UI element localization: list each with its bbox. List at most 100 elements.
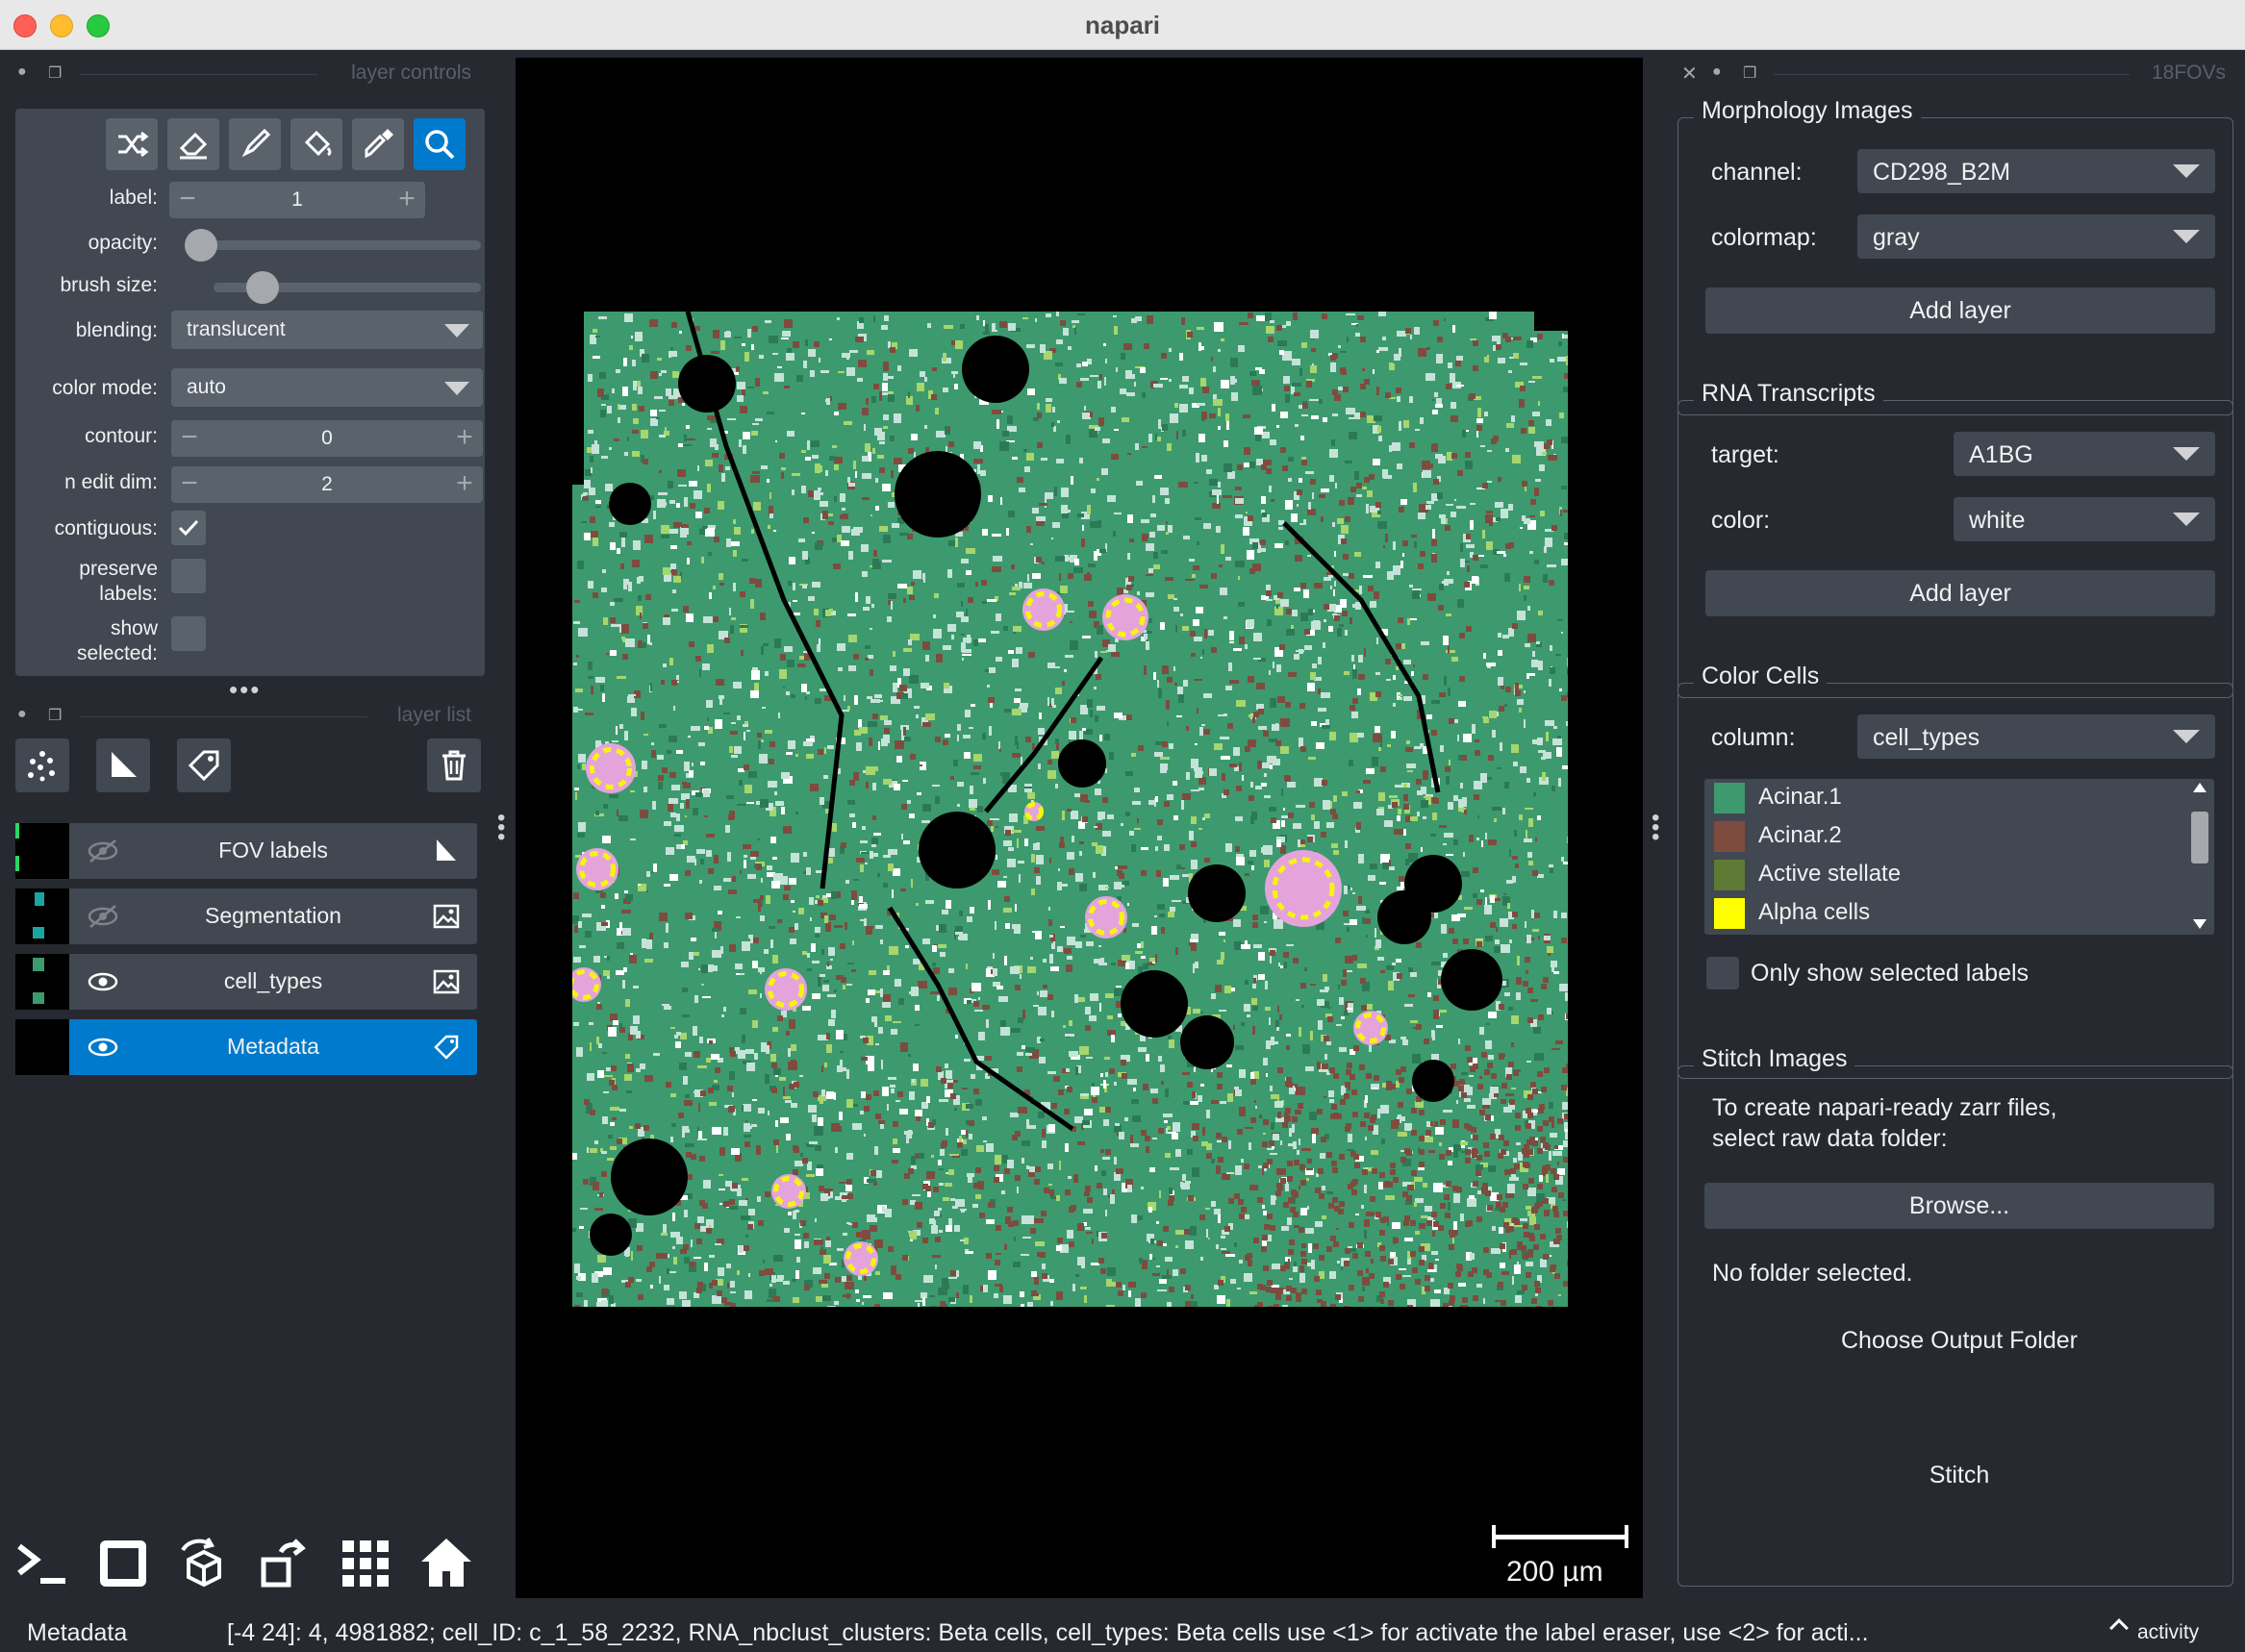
layer-name[interactable]: cell_types (223, 968, 323, 993)
choose-output-folder-button[interactable]: Choose Output Folder (1841, 1327, 2078, 1354)
blending-dropdown[interactable]: translucent (171, 311, 483, 349)
delete-layer-button[interactable] (427, 738, 481, 792)
paintbrush-icon (241, 128, 271, 158)
scrollbar-thumb[interactable] (2191, 812, 2208, 864)
shuffle-colors-button[interactable] (106, 118, 158, 170)
home-icon (421, 1539, 471, 1587)
color-picker-button[interactable] (352, 118, 404, 170)
eye-icon[interactable] (87, 967, 119, 996)
target-dropdown[interactable]: A1BG (1954, 432, 2215, 476)
color-swatch (1714, 821, 1745, 852)
layer-name[interactable]: Segmentation (205, 903, 341, 928)
layer-row-metadata[interactable]: Metadata (15, 1019, 477, 1075)
stitch-images-group: Stitch Images (1677, 1045, 2233, 1587)
stitch-button[interactable]: Stitch (1929, 1462, 1990, 1489)
ndisplay-button[interactable] (94, 1535, 152, 1592)
channel-dropdown[interactable]: CD298_B2M (1857, 149, 2215, 193)
ndisplay-icon (100, 1540, 146, 1587)
undock-icon[interactable]: ❐ (1743, 65, 1757, 82)
contour-label: contour: (85, 425, 158, 447)
eye-icon[interactable] (87, 1033, 119, 1062)
increment-button[interactable]: + (456, 421, 473, 453)
increment-button[interactable]: + (456, 467, 473, 499)
tissue-image[interactable] (572, 312, 1568, 1307)
zoom-window-button[interactable] (87, 14, 110, 38)
scroll-up-icon[interactable] (2193, 783, 2207, 792)
opacity-slider[interactable] (185, 229, 481, 262)
undock-icon[interactable]: ❐ (48, 708, 63, 724)
n-edit-dim-spinbox[interactable]: − 2 + (171, 466, 483, 503)
zoom-button[interactable] (414, 118, 466, 170)
float-icon[interactable]: ● (17, 63, 27, 80)
preserve-labels-checkbox[interactable] (171, 559, 206, 593)
decrement-button[interactable]: − (181, 467, 198, 499)
list-item-label: Acinar.2 (1758, 822, 1842, 848)
contour-spinbox[interactable]: − 0 + (171, 420, 483, 457)
label-value[interactable]: 1 (291, 188, 303, 211)
home-button[interactable] (417, 1535, 475, 1592)
layer-name[interactable]: Metadata (227, 1034, 319, 1059)
magnifier-icon (425, 130, 455, 160)
close-window-button[interactable] (13, 14, 37, 38)
label-spinbox[interactable]: − 1 + (169, 182, 425, 218)
decrement-button[interactable]: − (179, 183, 196, 214)
add-rna-layer-button[interactable]: Add layer (1705, 570, 2215, 616)
grid-view-button[interactable] (337, 1535, 394, 1592)
color-mode-dropdown[interactable]: auto (171, 368, 483, 407)
paintbrush-button[interactable] (229, 118, 281, 170)
fill-bucket-button[interactable] (290, 118, 342, 170)
layer-row-segmentation[interactable]: Segmentation (15, 889, 477, 944)
blending-label: blending: (75, 319, 158, 341)
points-icon (28, 751, 55, 782)
new-shapes-layer-button[interactable] (96, 738, 150, 792)
color-cells-group-title: Color Cells (1694, 663, 1828, 690)
transpose-dimensions-button[interactable] (256, 1535, 314, 1592)
stitch-group-title: Stitch Images (1694, 1045, 1855, 1073)
left-dock-splitter[interactable]: • • • (497, 805, 506, 850)
float-icon[interactable]: ● (17, 706, 27, 722)
brush-size-slider[interactable] (214, 271, 481, 304)
viewer-canvas[interactable]: 200 µm (516, 58, 1643, 1598)
only-show-selected-checkbox[interactable] (1706, 957, 1739, 989)
scroll-down-icon[interactable] (2193, 919, 2207, 929)
roll-dimensions-button[interactable] (175, 1535, 233, 1592)
new-points-layer-button[interactable] (15, 738, 69, 792)
grid-icon (342, 1540, 389, 1587)
close-icon[interactable]: ✕ (1681, 63, 1698, 85)
n-edit-dim-value[interactable]: 2 (321, 473, 333, 495)
decrement-button[interactable]: − (181, 421, 198, 453)
brush-size-slider-handle[interactable] (246, 271, 279, 304)
activity-button[interactable]: activity (2137, 1621, 2200, 1643)
colormap-dropdown[interactable]: gray (1857, 214, 2215, 259)
browse-button[interactable]: Browse... (1704, 1183, 2214, 1229)
colormap-label: colormap: (1711, 224, 1817, 251)
layer-row-fov-labels[interactable]: FOV labels (15, 823, 477, 879)
increment-button[interactable]: + (398, 183, 416, 214)
cell-type-list[interactable]: Acinar.1 Acinar.2 Active stellate Alpha … (1704, 779, 2214, 935)
list-scrollbar[interactable] (2189, 783, 2210, 931)
eye-off-icon[interactable] (87, 837, 119, 865)
undock-icon[interactable]: ❐ (48, 65, 63, 82)
layer-name[interactable]: FOV labels (218, 838, 328, 863)
chevron-down-icon (2173, 164, 2200, 178)
shapes-icon (112, 752, 137, 777)
chevron-down-icon (2173, 513, 2200, 526)
opacity-slider-handle[interactable] (185, 229, 217, 262)
console-button[interactable] (13, 1535, 71, 1592)
contiguous-checkbox[interactable] (171, 511, 206, 545)
label-field-label: label: (109, 187, 158, 209)
contour-value[interactable]: 0 (321, 427, 333, 449)
column-dropdown[interactable]: cell_types (1857, 714, 2215, 759)
new-labels-layer-button[interactable] (177, 738, 231, 792)
splitter-handle[interactable]: ••• (229, 675, 262, 704)
float-icon[interactable]: ● (1712, 63, 1722, 80)
layer-row-cell-types[interactable]: cell_types (15, 954, 477, 1010)
chevron-up-icon[interactable] (2109, 1618, 2129, 1638)
right-dock-splitter[interactable]: • • • (1652, 805, 1660, 850)
eye-off-icon[interactable] (87, 902, 119, 931)
eraser-button[interactable] (167, 118, 219, 170)
color-dropdown[interactable]: white (1954, 497, 2215, 541)
minimize-window-button[interactable] (50, 14, 73, 38)
add-morphology-layer-button[interactable]: Add layer (1705, 288, 2215, 334)
show-selected-checkbox[interactable] (171, 616, 206, 651)
